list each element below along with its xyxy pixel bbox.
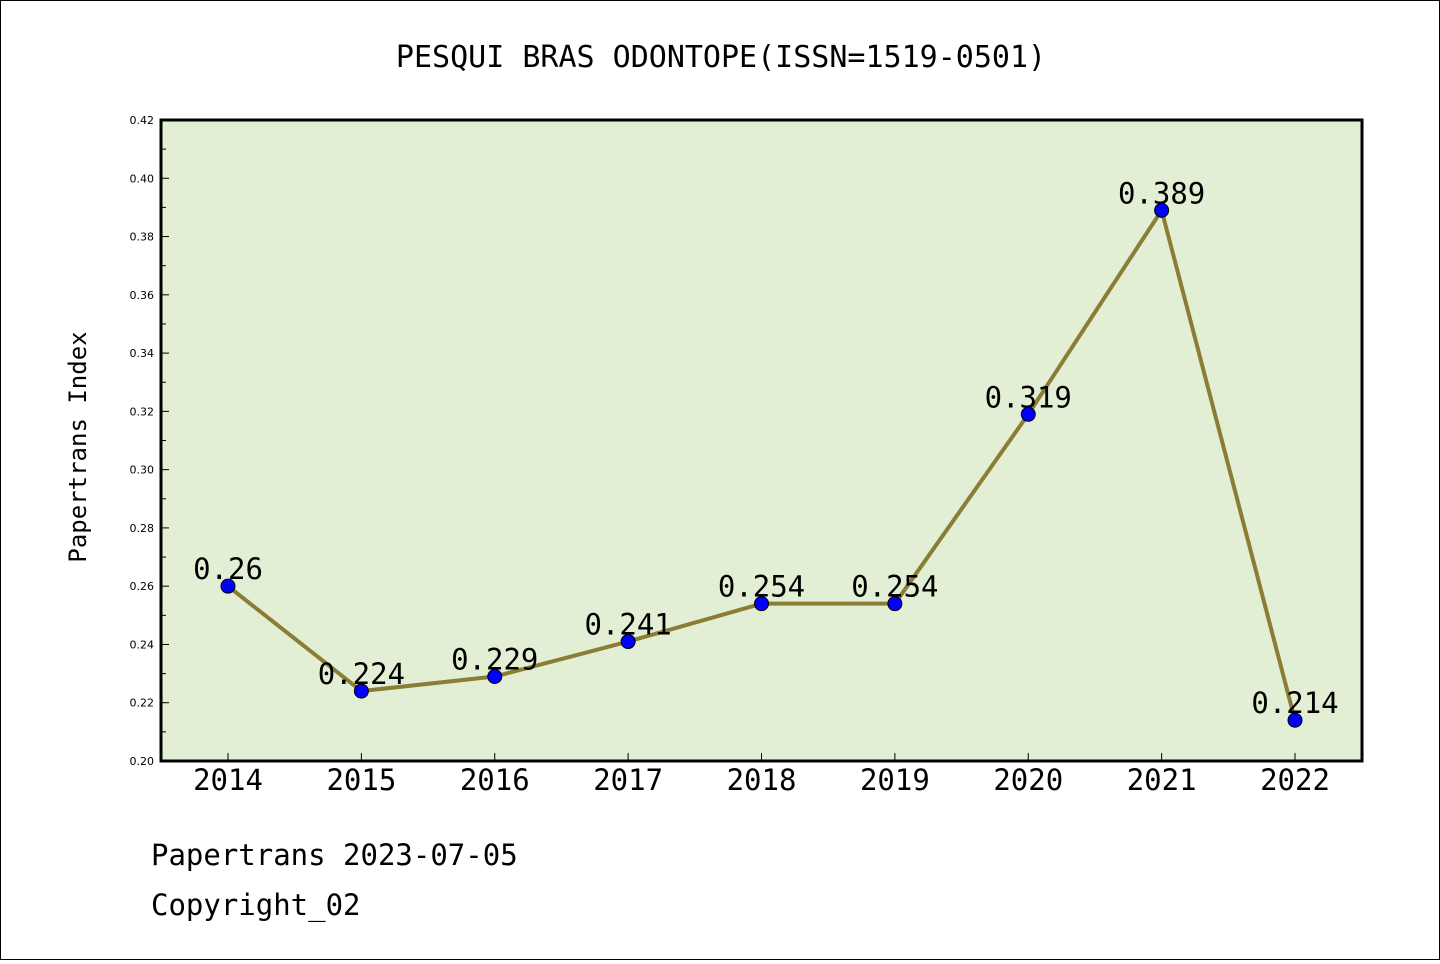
data-point <box>1154 202 1170 218</box>
data-point <box>754 596 769 612</box>
x-tick-label: 2017 <box>593 763 663 797</box>
data-label: 0.254 <box>718 570 805 604</box>
x-tick-label: 2022 <box>1260 763 1330 797</box>
x-tick-label: 2020 <box>993 763 1063 797</box>
y-tick-label: 0.28 <box>130 522 155 535</box>
y-tick-label: 0.40 <box>130 172 155 185</box>
data-label: 0.319 <box>985 380 1072 414</box>
footer-copyright: Copyright_02 <box>151 888 361 923</box>
data-point <box>887 596 903 612</box>
data-label: 0.254 <box>851 570 938 604</box>
plot-area <box>159 118 1364 763</box>
y-tick-label: 0.32 <box>130 405 155 418</box>
data-label: 0.241 <box>584 608 671 642</box>
data-point <box>620 634 636 650</box>
y-axis: 0.20 0.22 0.24 0.26 0.28 0.30 0.32 0.34 0.36 0.38… <box>130 114 169 768</box>
data-point <box>487 669 503 685</box>
footer-date: Papertrans 2023-07-05 <box>151 838 518 872</box>
data-label: 0.229 <box>451 643 538 677</box>
data-label: 0.26 <box>193 552 263 586</box>
data-label: 0.224 <box>318 657 405 691</box>
y-tick-label: 0.22 <box>130 697 155 710</box>
y-tick-label: 0.34 <box>130 347 155 360</box>
x-tick-label: 2019 <box>860 763 930 797</box>
y-tick-label: 0.24 <box>130 638 155 651</box>
data-label: 0.214 <box>1251 686 1338 720</box>
x-tick-label: 2021 <box>1127 763 1197 797</box>
x-tick-label: 2016 <box>460 763 530 797</box>
x-tick-label: 2014 <box>193 763 263 797</box>
y-axis-label: Papertrans Index <box>64 331 92 562</box>
y-tick-label: 0.30 <box>130 464 155 477</box>
y-tick-label: 0.20 <box>130 755 155 768</box>
data-point <box>353 683 369 699</box>
data-labels: 0.26 0.224 0.229 0.241 0.254 0.254 0.319 0.389 0… <box>193 176 1339 720</box>
x-tick-label: 2015 <box>326 763 396 797</box>
y-tick-label: 0.38 <box>130 231 155 244</box>
data-point <box>220 578 236 594</box>
data-label: 0.389 <box>1118 176 1205 210</box>
data-point <box>1287 712 1303 728</box>
y-tick-label: 0.42 <box>130 114 155 127</box>
x-axis: 2014 2015 2016 2017 2018 2019 2020 2021 2022 <box>193 753 1330 797</box>
data-point <box>1020 406 1036 422</box>
y-tick-label: 0.26 <box>130 580 155 593</box>
y-tick-label: 0.36 <box>130 289 155 302</box>
series-line <box>220 202 1303 728</box>
chart-title: PESQUI BRAS ODONTOPE(ISSN=1519-0501) <box>396 40 1046 75</box>
x-tick-label: 2018 <box>727 763 797 797</box>
